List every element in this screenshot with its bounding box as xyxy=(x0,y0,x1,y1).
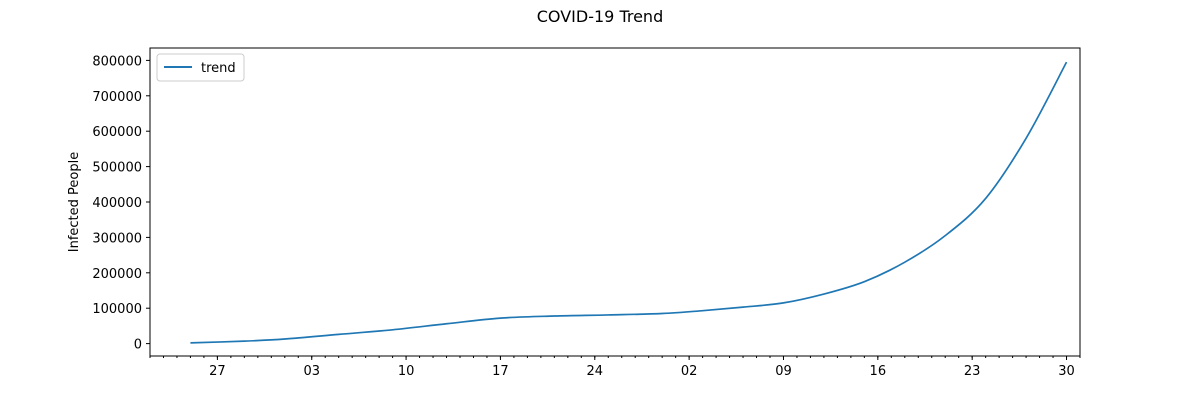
x-tick-label: 24 xyxy=(587,364,604,379)
y-tick-label: 300000 xyxy=(92,231,142,246)
x-tick-label: 23 xyxy=(964,364,981,379)
legend-label-trend: trend xyxy=(201,61,236,76)
chart-title: COVID-19 Trend xyxy=(537,7,663,26)
x-tick-label: 16 xyxy=(870,364,887,379)
series-layer xyxy=(190,61,1068,344)
y-tick-label: 700000 xyxy=(92,90,142,105)
x-tick-label: 09 xyxy=(775,364,792,379)
y-tick-label: 0 xyxy=(134,338,142,353)
y-tick-label: 200000 xyxy=(92,267,142,282)
y-tick-label: 800000 xyxy=(92,54,142,69)
y-axis-label: Infected People xyxy=(67,152,82,252)
x-tick-label: 30 xyxy=(1058,364,1075,379)
x-tick-label: 10 xyxy=(398,364,415,379)
x-tick-label: 17 xyxy=(492,364,509,379)
legend-box xyxy=(156,53,245,82)
y-tick-label: 100000 xyxy=(92,302,142,317)
y-tick-label: 400000 xyxy=(92,196,142,211)
y-tick-label: 500000 xyxy=(92,161,142,176)
x-tick-label: 27 xyxy=(209,364,226,379)
x-tick-label: 03 xyxy=(303,364,320,379)
plot-area-frame xyxy=(149,47,1081,357)
y-tick-label: 600000 xyxy=(92,125,142,140)
legend: trend xyxy=(156,53,245,82)
series-line-trend xyxy=(190,61,1068,344)
x-tick-label: 02 xyxy=(681,364,698,379)
axis-ticks: 0 100000 200000 300000 400000 500000 600000 700… xyxy=(92,54,1081,379)
